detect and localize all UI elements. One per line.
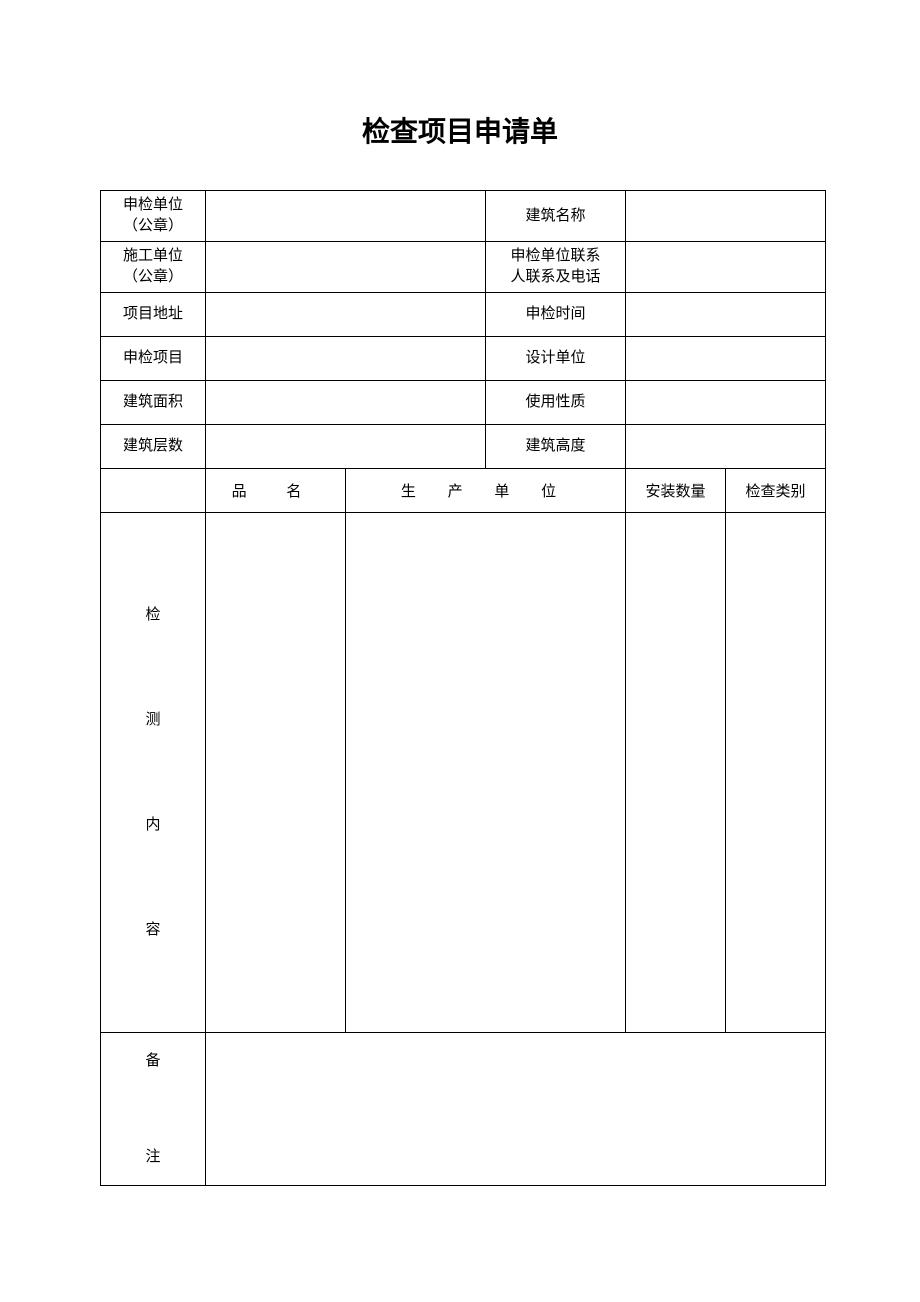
label-inspect-unit: 申检单位 （公章）: [101, 191, 206, 242]
value-inspect-project[interactable]: [206, 337, 486, 381]
value-contact[interactable]: [626, 242, 826, 293]
value-building-area[interactable]: [206, 381, 486, 425]
value-building-height[interactable]: [626, 425, 826, 469]
page-title: 检查项目申请单: [100, 110, 820, 150]
label-contact: 申检单位联系 人联系及电话: [486, 242, 626, 293]
detection-body-row: 检测内容: [101, 513, 826, 1033]
detection-section-label: 检测内容: [101, 513, 206, 1033]
value-building-floors[interactable]: [206, 425, 486, 469]
label-inspect-time: 申检时间: [486, 293, 626, 337]
detection-cell-qty[interactable]: [626, 513, 726, 1033]
label-text: （公章）: [123, 269, 183, 285]
label-text: 人联系及电话: [510, 269, 600, 285]
value-construct-unit[interactable]: [206, 242, 486, 293]
table-row: 申检项目 设计单位: [101, 337, 826, 381]
value-usage-nature[interactable]: [626, 381, 826, 425]
detection-header-qty: 安装数量: [626, 469, 726, 513]
detection-header-empty: [101, 469, 206, 513]
label-building-floors: 建筑层数: [101, 425, 206, 469]
detection-header-manufacturer: 生 产 单 位: [346, 469, 626, 513]
label-building-area: 建筑面积: [101, 381, 206, 425]
table-row: 施工单位 （公章） 申检单位联系 人联系及电话: [101, 242, 826, 293]
remarks-value[interactable]: [206, 1033, 826, 1186]
label-inspect-project: 申检项目: [101, 337, 206, 381]
value-design-unit[interactable]: [626, 337, 826, 381]
label-usage-nature: 使用性质: [486, 381, 626, 425]
detection-header-name: 品 名: [206, 469, 346, 513]
remarks-label: 备注: [101, 1033, 206, 1186]
label-construct-unit: 施工单位 （公章）: [101, 242, 206, 293]
detection-cell-category[interactable]: [726, 513, 826, 1033]
label-text: 申检单位: [123, 197, 183, 213]
label-project-address: 项目地址: [101, 293, 206, 337]
application-form-table: 申检单位 （公章） 建筑名称 施工单位 （公章） 申检单位联系 人联系及电话 项…: [100, 190, 826, 1186]
value-project-address[interactable]: [206, 293, 486, 337]
detection-cell-manufacturer[interactable]: [346, 513, 626, 1033]
detection-header-category: 检查类别: [726, 469, 826, 513]
label-building-name: 建筑名称: [486, 191, 626, 242]
label-text: 申检单位联系: [510, 248, 600, 264]
remarks-row: 备注: [101, 1033, 826, 1186]
label-text: （公章）: [123, 218, 183, 234]
value-inspect-time[interactable]: [626, 293, 826, 337]
label-building-height: 建筑高度: [486, 425, 626, 469]
label-text: 施工单位: [123, 248, 183, 264]
label-design-unit: 设计单位: [486, 337, 626, 381]
value-building-name[interactable]: [626, 191, 826, 242]
detection-cell-name[interactable]: [206, 513, 346, 1033]
value-inspect-unit[interactable]: [206, 191, 486, 242]
table-row: 申检单位 （公章） 建筑名称: [101, 191, 826, 242]
detection-header-row: 品 名 生 产 单 位 安装数量 检查类别: [101, 469, 826, 513]
table-row: 项目地址 申检时间: [101, 293, 826, 337]
table-row: 建筑面积 使用性质: [101, 381, 826, 425]
table-row: 建筑层数 建筑高度: [101, 425, 826, 469]
